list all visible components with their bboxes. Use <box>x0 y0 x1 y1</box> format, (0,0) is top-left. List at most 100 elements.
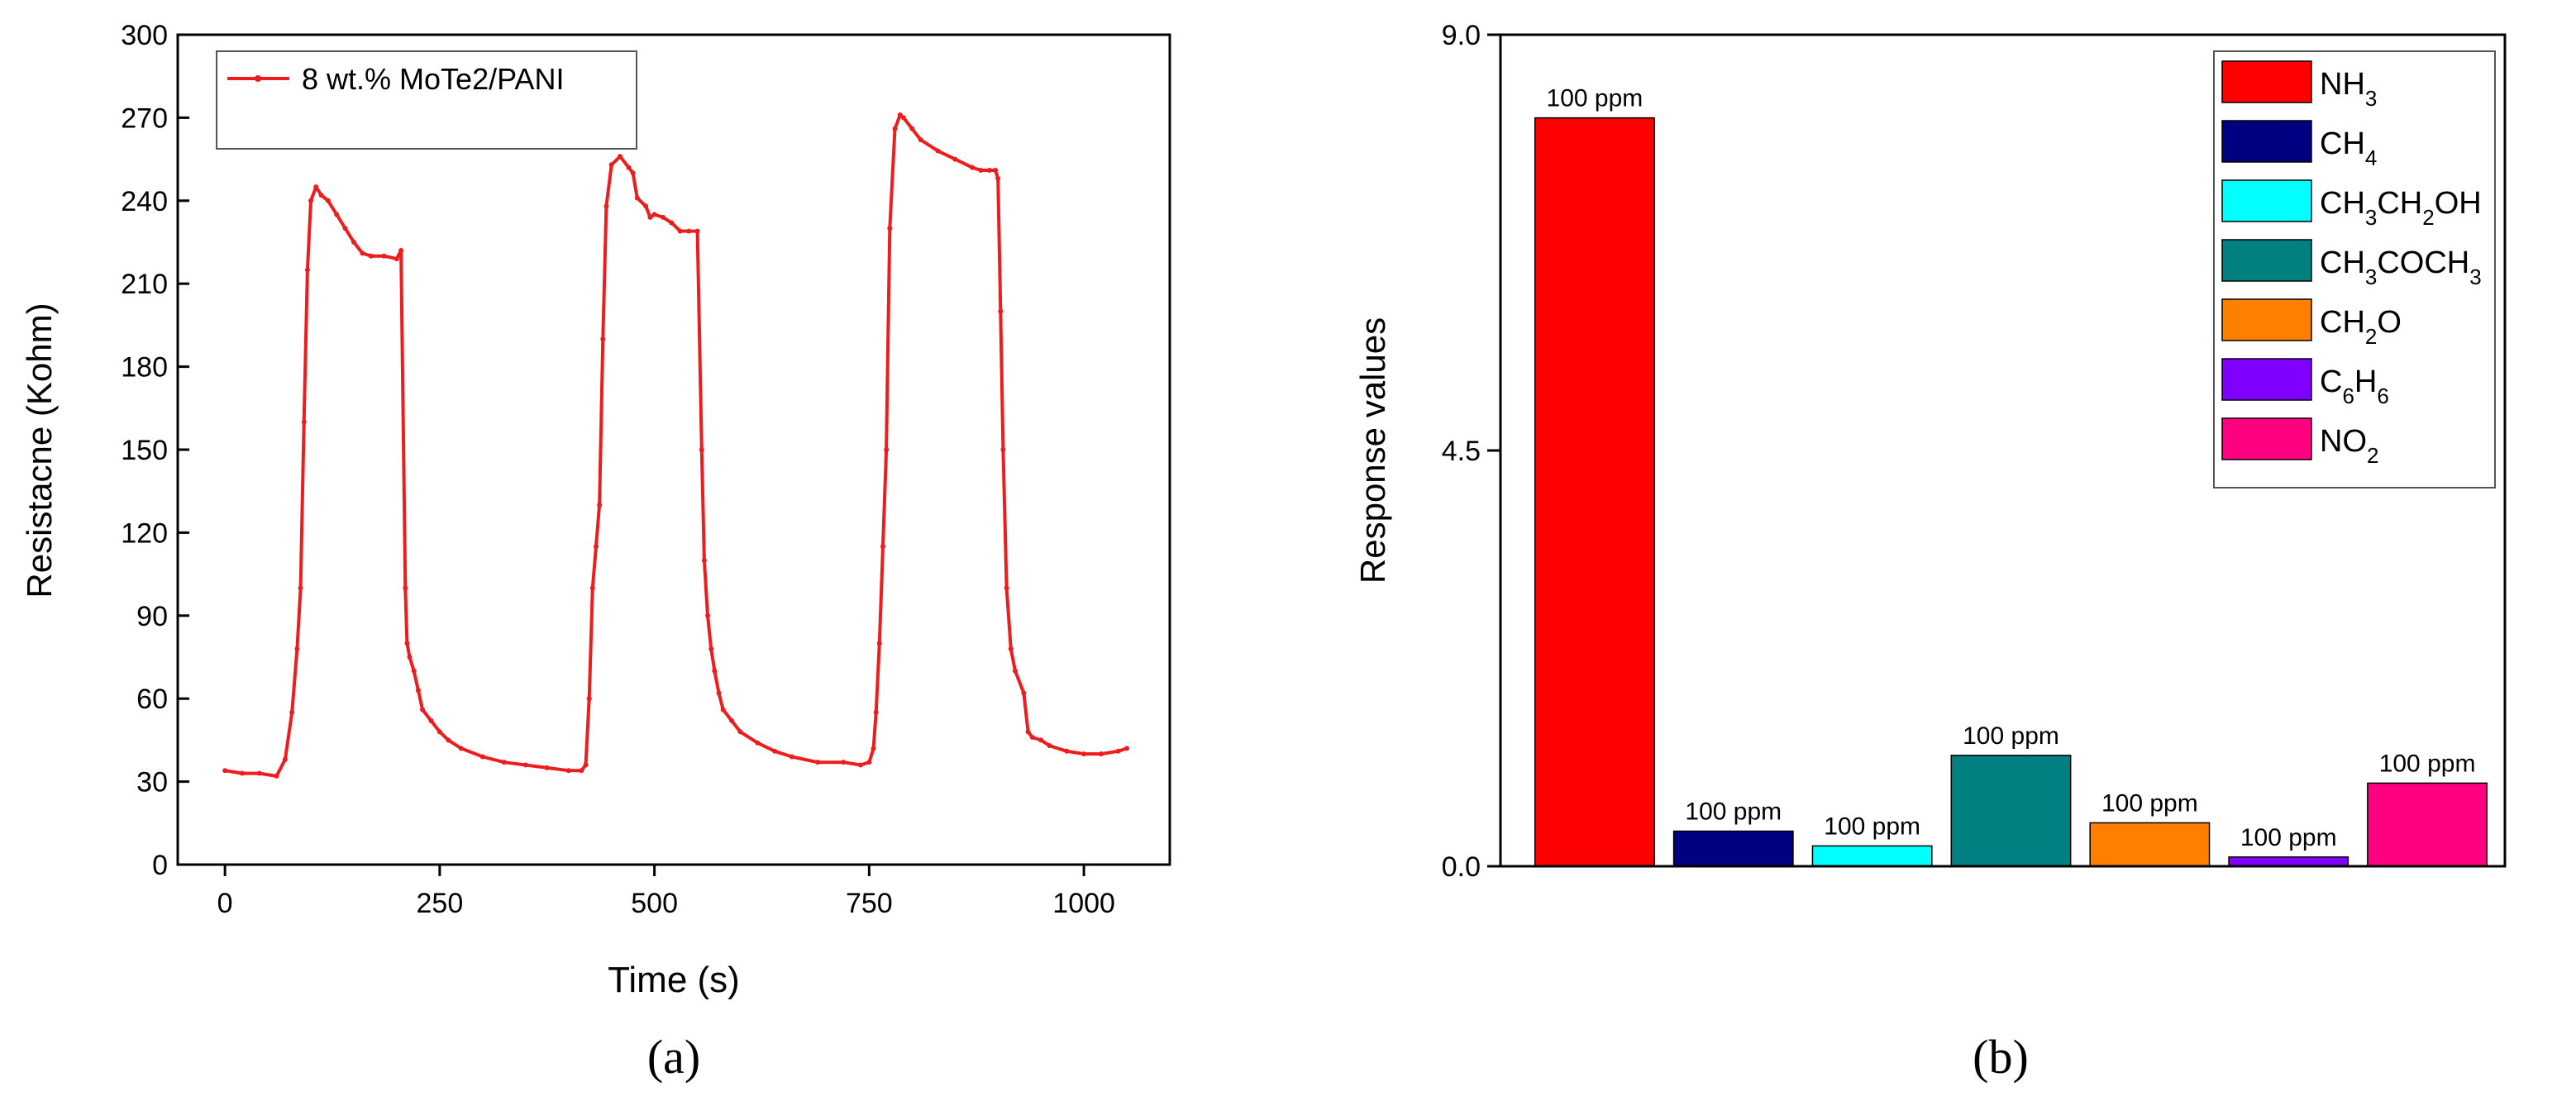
data-point <box>360 250 365 256</box>
data-point <box>301 419 307 425</box>
y-tick-label: 270 <box>121 102 168 134</box>
data-point <box>1004 585 1009 591</box>
data-point <box>1047 743 1052 749</box>
data-point <box>998 308 1004 314</box>
data-point <box>995 176 1001 182</box>
panel-a-y-axis-label: Resistacne (Kohm) <box>20 303 59 598</box>
panel-a-legend: 8 wt.% MoTe2/PANI <box>216 50 637 150</box>
data-point <box>815 760 821 765</box>
legend-label-ch3coch3: CH3COCH3 <box>2320 245 2482 289</box>
bar-nh3 <box>1534 117 1655 867</box>
y-tick-label: 150 <box>121 435 168 466</box>
data-point <box>686 228 692 234</box>
data-point <box>1038 737 1044 743</box>
data-point <box>544 765 550 770</box>
data-point <box>398 248 404 254</box>
data-point <box>1098 751 1104 757</box>
bar-data-label: 100 ppm <box>1824 813 1920 840</box>
bar-c6h6 <box>2228 856 2349 867</box>
legend-point-marker <box>255 75 261 82</box>
panel-b-legend: NH3 CH4 CH3CH2OH CH3COCH3 CH2O C6H6 NO2 <box>2213 50 2496 489</box>
data-point <box>708 646 714 651</box>
legend-swatch <box>2221 120 2312 163</box>
data-point <box>274 773 279 779</box>
y-tick-label: 210 <box>121 269 168 300</box>
panel-b-plot-frame <box>1499 33 2507 868</box>
data-point <box>608 162 614 168</box>
data-point <box>381 253 387 259</box>
data-point <box>351 240 356 245</box>
legend-label-nh3: NH3 <box>2320 67 2377 111</box>
data-point <box>256 770 262 776</box>
data-point <box>1000 447 1006 452</box>
legend-label-no2: NO2 <box>2320 424 2378 468</box>
data-point <box>222 768 228 774</box>
data-point <box>501 760 507 765</box>
data-point <box>841 760 847 765</box>
data-point <box>404 641 410 646</box>
data-point <box>318 193 324 198</box>
bar-data-label: 100 ppm <box>1547 85 1643 112</box>
data-point <box>289 709 295 715</box>
y-tick-label: 9.0 <box>1442 20 1481 51</box>
data-point <box>579 768 584 774</box>
data-point <box>1115 748 1121 754</box>
data-point <box>1124 746 1130 751</box>
data-point <box>897 112 903 118</box>
data-point <box>900 115 906 121</box>
data-point <box>304 267 310 273</box>
data-point <box>589 585 595 591</box>
x-tick-label: 750 <box>846 888 893 919</box>
data-point <box>789 754 794 760</box>
data-point <box>909 126 915 131</box>
data-point <box>593 544 599 550</box>
data-point <box>935 148 941 154</box>
y-tick-label: 300 <box>121 20 168 51</box>
legend-swatch <box>2221 298 2312 341</box>
bar-ch4 <box>1672 830 1794 867</box>
line-chart-panel-a: 0 30 60 90 120 150 180 210 240 270 300 0 250 500 750 10… <box>20 20 1171 1084</box>
y-tick-label: 4.5 <box>1442 436 1481 467</box>
data-point <box>918 137 923 143</box>
legend-series-label: 8 wt.% MoTe2/PANI <box>302 62 564 96</box>
bar-ch3ch2oh <box>1811 845 1933 867</box>
data-point <box>661 214 666 220</box>
data-point <box>772 748 778 754</box>
data-point <box>458 746 464 751</box>
data-point <box>479 754 485 760</box>
data-point <box>986 167 992 173</box>
data-point <box>669 220 675 226</box>
legend-label-c6h6: C6H6 <box>2320 365 2389 408</box>
data-point <box>705 612 711 618</box>
data-point <box>436 729 442 735</box>
data-point <box>1025 729 1031 735</box>
y-tick-label: 60 <box>136 684 168 715</box>
data-point <box>630 170 636 176</box>
y-tick-label: 180 <box>121 352 168 384</box>
data-point <box>634 195 640 201</box>
data-point <box>1064 748 1070 754</box>
data-point <box>403 585 408 591</box>
data-point <box>729 717 735 723</box>
data-point <box>647 214 653 220</box>
data-point <box>565 768 571 774</box>
data-point <box>586 696 592 702</box>
data-point <box>857 762 863 768</box>
panel-b-bars: 100 ppm 100 ppm 100 ppm 100 ppm 100 ppm 100 p… <box>1534 85 2488 867</box>
data-point <box>699 447 704 452</box>
data-point <box>583 762 589 768</box>
y-tick-label: 0.0 <box>1442 851 1481 883</box>
data-point <box>522 762 528 768</box>
legend-label-ch4: CH4 <box>2320 126 2377 170</box>
panel-b-caption: (b) <box>1973 1030 2029 1084</box>
data-point <box>866 760 872 765</box>
data-point <box>618 154 623 160</box>
y-tick-label: 240 <box>121 186 168 217</box>
data-point <box>308 198 314 203</box>
data-point <box>701 557 707 563</box>
x-tick-label: 0 <box>217 888 233 919</box>
data-point <box>694 228 700 234</box>
data-point <box>368 253 374 259</box>
data-point <box>1008 646 1014 651</box>
